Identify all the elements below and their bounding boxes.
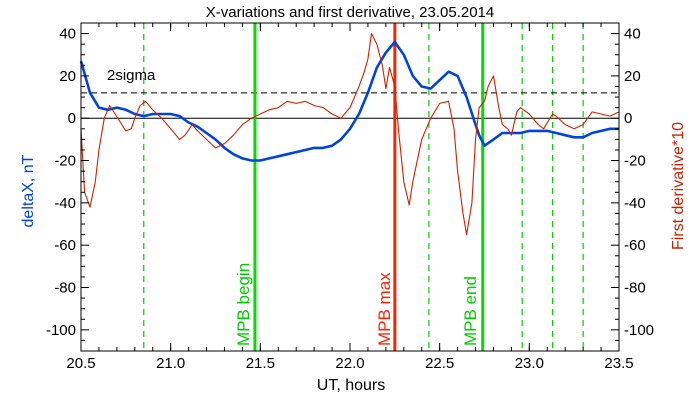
marker-label-mpb-max: MPB max — [375, 272, 394, 346]
series-line-deltaX — [79, 40, 619, 162]
y-tick-label-left-3: -20 — [54, 153, 76, 170]
x-tick-label-0: 20.5 — [66, 355, 95, 372]
plot-area — [79, 23, 620, 351]
marker-label-mpb-begin: MPB begin — [234, 263, 253, 346]
x-tick-label-4: 22.5 — [425, 355, 454, 372]
chart-title: X-variations and first derivative, 23.05… — [206, 4, 495, 21]
y-tick-label-left-2: 0 — [68, 110, 76, 127]
y-tick-label-left-1: 20 — [59, 68, 76, 85]
plot-frame — [80, 22, 620, 352]
sigma-label: 2sigma — [107, 67, 156, 84]
x-axis-label: UT, hours — [317, 377, 385, 394]
y-tick-label-right-0: 40 — [624, 26, 641, 43]
x-tick-label-1: 21.0 — [156, 355, 185, 372]
y-tick-label-left-7: -100 — [46, 322, 76, 339]
marker-mpb-begin: MPB begin — [234, 263, 253, 346]
marker-mpb-max: MPB max — [375, 272, 394, 346]
x-tick-label-2: 21.5 — [246, 355, 275, 372]
marker-mpb-end: MPB end — [461, 276, 480, 346]
x-tick-label-5: 23.0 — [515, 355, 544, 372]
marker-label-mpb-end: MPB end — [461, 276, 480, 346]
series-line-derivative — [80, 33, 620, 236]
y-tick-label-right-4: -40 — [624, 195, 646, 212]
y-tick-label-left-5: -60 — [54, 237, 76, 254]
x-tick-label-6: 23.5 — [604, 355, 633, 372]
y-tick-label-left-4: -40 — [54, 195, 76, 212]
y-tick-label-right-7: -100 — [624, 322, 654, 339]
axes-ticks: 20.5 21.0 21.5 22.0 22.5 23.0 23.5 40 40 20 20 0 0 -2… — [46, 22, 654, 372]
x-tick-label-3: 22.0 — [335, 355, 364, 372]
y-axis-label-left: deltaX, nT — [20, 154, 37, 227]
y-tick-label-right-5: -60 — [624, 237, 646, 254]
y-tick-label-right-6: -80 — [624, 280, 646, 297]
y-tick-label-right-3: -20 — [624, 153, 646, 170]
y-tick-label-left-0: 40 — [59, 26, 76, 43]
y-axis-label-right: First derivative*10 — [670, 122, 687, 250]
y-tick-label-right-1: 20 — [624, 68, 641, 85]
y-tick-label-right-2: 0 — [624, 110, 632, 127]
y-tick-label-left-6: -80 — [54, 280, 76, 297]
